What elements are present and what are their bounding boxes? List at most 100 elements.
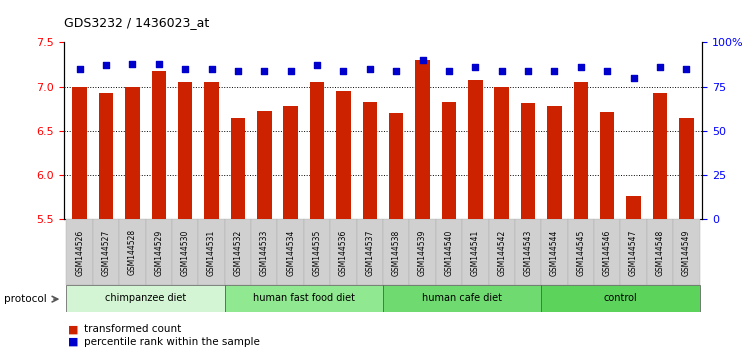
Bar	[620, 219, 647, 285]
Text: GSM144534: GSM144534	[286, 229, 295, 276]
Text: GSM144541: GSM144541	[471, 229, 480, 275]
Text: human cafe diet: human cafe diet	[422, 293, 502, 303]
Text: GSM144547: GSM144547	[629, 229, 638, 276]
Point	[258, 68, 270, 74]
Bar	[568, 219, 594, 285]
Text: GSM144542: GSM144542	[497, 229, 506, 275]
Bar	[494, 87, 509, 219]
Bar	[389, 113, 403, 219]
Bar	[198, 219, 225, 285]
Bar	[67, 219, 93, 285]
Point	[311, 63, 323, 68]
Bar	[647, 219, 673, 285]
Point	[391, 68, 403, 74]
Text: GSM144548: GSM144548	[656, 229, 665, 275]
Point	[680, 66, 692, 72]
Text: ■: ■	[68, 337, 78, 347]
Bar	[679, 118, 694, 219]
Bar	[119, 219, 146, 285]
Text: GSM144528: GSM144528	[128, 229, 137, 275]
Bar	[541, 285, 699, 312]
Text: GSM144539: GSM144539	[418, 229, 427, 276]
Point	[152, 61, 164, 67]
Bar	[99, 93, 113, 219]
Bar	[462, 219, 488, 285]
Text: human fast food diet: human fast food diet	[253, 293, 355, 303]
Point	[232, 68, 244, 74]
Bar	[574, 82, 588, 219]
Text: GSM144538: GSM144538	[392, 229, 401, 275]
Text: GSM144529: GSM144529	[154, 229, 163, 275]
Point	[654, 64, 666, 70]
Text: GSM144532: GSM144532	[234, 229, 243, 275]
Text: GSM144526: GSM144526	[75, 229, 84, 275]
Bar	[251, 219, 278, 285]
Point	[602, 68, 614, 74]
Text: GSM144533: GSM144533	[260, 229, 269, 276]
Point	[179, 66, 192, 72]
Bar	[231, 118, 245, 219]
Point	[443, 68, 455, 74]
Bar	[178, 82, 192, 219]
Point	[575, 64, 587, 70]
Text: GSM144543: GSM144543	[523, 229, 532, 276]
Bar	[653, 93, 667, 219]
Point	[548, 68, 560, 74]
Bar	[336, 91, 351, 219]
Bar	[547, 106, 562, 219]
Text: GSM144544: GSM144544	[550, 229, 559, 276]
Point	[469, 64, 481, 70]
Text: GSM144537: GSM144537	[365, 229, 374, 276]
Text: GSM144535: GSM144535	[312, 229, 321, 276]
Bar	[304, 219, 330, 285]
Bar	[146, 219, 172, 285]
Bar	[468, 80, 483, 219]
Text: transformed count: transformed count	[84, 324, 181, 334]
Bar	[257, 110, 272, 219]
Text: GSM144540: GSM144540	[445, 229, 454, 276]
Text: ■: ■	[68, 324, 78, 334]
Text: GSM144545: GSM144545	[576, 229, 585, 276]
Point	[417, 57, 429, 63]
Bar	[363, 102, 377, 219]
Bar	[521, 103, 535, 219]
Text: percentile rank within the sample: percentile rank within the sample	[84, 337, 260, 347]
Bar	[409, 219, 436, 285]
Bar	[310, 82, 324, 219]
Bar	[72, 87, 87, 219]
Bar	[204, 82, 219, 219]
Point	[126, 61, 138, 67]
Point	[100, 63, 112, 68]
Bar	[67, 285, 225, 312]
Text: GSM144530: GSM144530	[181, 229, 190, 276]
Bar	[278, 219, 304, 285]
Point	[285, 68, 297, 74]
Point	[337, 68, 349, 74]
Text: protocol: protocol	[4, 294, 47, 304]
Bar	[383, 285, 541, 312]
Bar	[93, 219, 119, 285]
Text: GSM144546: GSM144546	[603, 229, 612, 276]
Bar	[594, 219, 620, 285]
Bar	[383, 219, 409, 285]
Text: GSM144531: GSM144531	[207, 229, 216, 275]
Bar	[515, 219, 541, 285]
Text: GSM144549: GSM144549	[682, 229, 691, 276]
Point	[74, 66, 86, 72]
Bar	[172, 219, 198, 285]
Point	[206, 66, 218, 72]
Point	[496, 68, 508, 74]
Bar	[600, 112, 614, 219]
Bar	[488, 219, 515, 285]
Bar	[330, 219, 357, 285]
Text: chimpanzee diet: chimpanzee diet	[105, 293, 186, 303]
Bar	[415, 60, 430, 219]
Bar	[357, 219, 383, 285]
Bar	[442, 102, 456, 219]
Bar	[152, 71, 166, 219]
Text: GSM144527: GSM144527	[101, 229, 110, 275]
Point	[522, 68, 534, 74]
Bar	[626, 195, 641, 219]
Bar	[225, 285, 383, 312]
Bar	[283, 106, 298, 219]
